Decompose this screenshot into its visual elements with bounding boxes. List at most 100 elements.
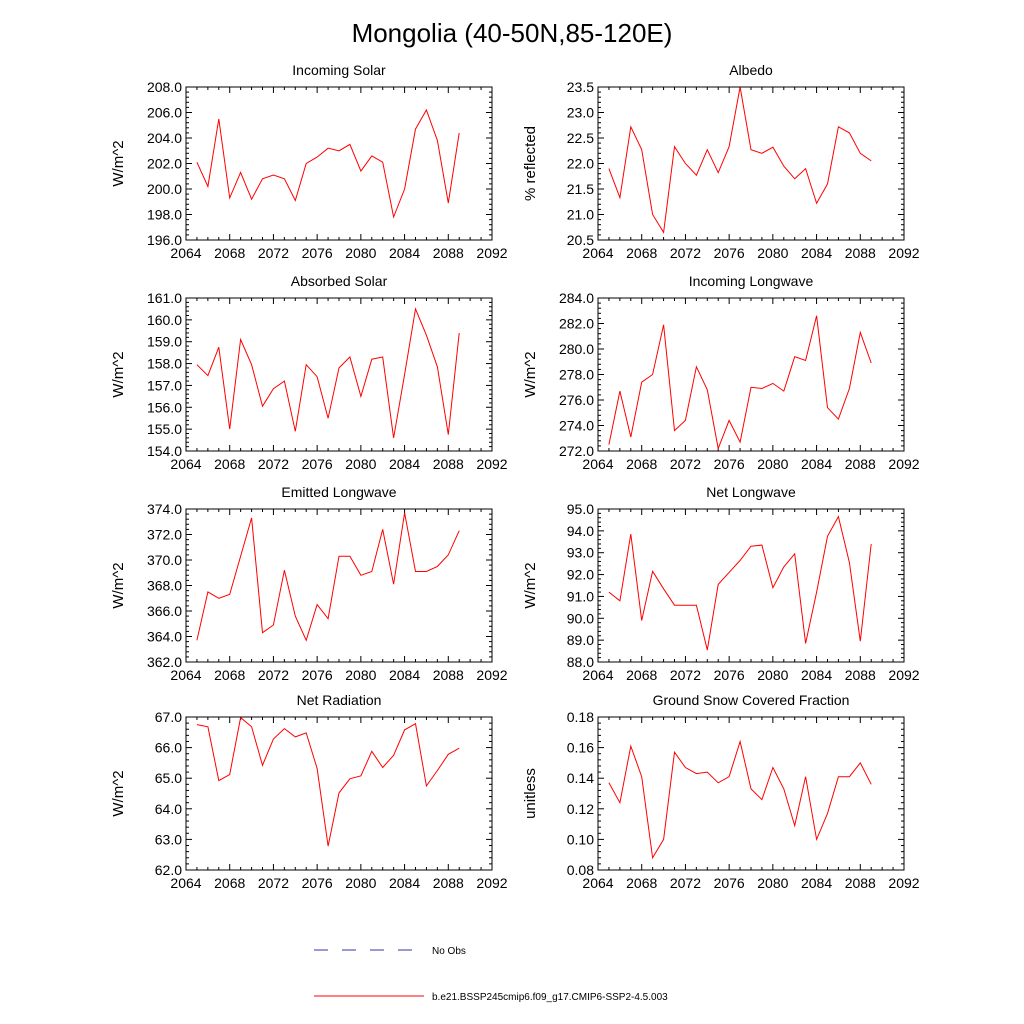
plot-frame — [597, 86, 905, 241]
panel-title: Incoming Longwave — [689, 273, 814, 289]
y-tick-label: 280.0 — [559, 341, 594, 357]
y-tick-label: 272.0 — [559, 443, 594, 459]
panel-title: Albedo — [729, 62, 773, 78]
x-tick-label: 2068 — [214, 667, 245, 683]
y-tick-label: 89.0 — [567, 632, 594, 648]
x-tick-label: 2076 — [714, 667, 745, 683]
x-tick-label: 2088 — [433, 245, 464, 261]
y-axis-label: W/m^2 — [110, 140, 127, 186]
panel-title: Emitted Longwave — [281, 484, 396, 500]
legend: No Obs b.e21.BSSP245cmip6.f09_g17.CMIP6-… — [314, 946, 668, 1003]
y-tick-label: 0.16 — [567, 740, 594, 756]
y-tick-label: 95.0 — [567, 501, 594, 517]
series-line — [608, 86, 872, 234]
x-tick-label: 2064 — [170, 245, 201, 261]
y-tick-label: 20.5 — [567, 232, 594, 248]
y-tick-label: 276.0 — [559, 392, 594, 408]
y-tick-label: 64.0 — [155, 801, 182, 817]
series-line — [608, 315, 872, 451]
y-tick-label: 0.08 — [567, 862, 594, 878]
y-tick-label: 23.5 — [567, 79, 594, 95]
y-tick-label: 362.0 — [147, 654, 182, 670]
legend-model-label: b.e21.BSSP245cmip6.f09_g17.CMIP6-SSP2-4.… — [432, 992, 668, 1003]
chart-panel: Incoming Longwave W/m^2 2064 2068 2072 2076 20… — [522, 273, 920, 472]
x-tick-label: 2092 — [888, 667, 919, 683]
y-tick-label: 364.0 — [147, 629, 182, 645]
x-tick-label: 2092 — [476, 456, 507, 472]
x-tick-label: 2092 — [888, 456, 919, 472]
legend-no-obs-label: No Obs — [432, 946, 466, 957]
y-tick-label: 22.5 — [567, 130, 594, 146]
plot-frame — [185, 716, 493, 871]
x-tick-label: 2064 — [170, 875, 201, 891]
x-tick-label: 2088 — [845, 245, 876, 261]
x-tick-label: 2084 — [389, 667, 420, 683]
y-tick-label: 208.0 — [147, 79, 182, 95]
y-tick-label: 23.0 — [567, 105, 594, 121]
y-tick-label: 368.0 — [147, 578, 182, 594]
x-tick-label: 2076 — [714, 245, 745, 261]
y-tick-label: 67.0 — [155, 709, 182, 725]
y-axis-label: W/m^2 — [522, 351, 539, 397]
x-tick-label: 2092 — [888, 875, 919, 891]
chart-panel: Net Radiation W/m^2 2064 2068 2072 2076 2080 20… — [110, 692, 508, 891]
y-tick-label: 94.0 — [567, 523, 594, 539]
plot-frame — [185, 86, 493, 241]
y-tick-label: 366.0 — [147, 603, 182, 619]
panel-title: Ground Snow Covered Fraction — [653, 692, 850, 708]
y-tick-label: 92.0 — [567, 567, 594, 583]
y-tick-label: 274.0 — [559, 418, 594, 434]
x-tick-label: 2064 — [582, 456, 613, 472]
x-tick-label: 2088 — [433, 875, 464, 891]
x-tick-label: 2076 — [302, 667, 333, 683]
x-tick-label: 2076 — [302, 456, 333, 472]
x-tick-label: 2080 — [757, 875, 788, 891]
x-tick-label: 2064 — [170, 456, 201, 472]
y-tick-label: 0.14 — [567, 770, 594, 786]
x-tick-label: 2072 — [258, 456, 289, 472]
y-tick-label: 62.0 — [155, 862, 182, 878]
x-tick-label: 2092 — [476, 667, 507, 683]
x-tick-label: 2088 — [845, 875, 876, 891]
y-tick-label: 204.0 — [147, 130, 182, 146]
panel-title: Net Longwave — [706, 484, 796, 500]
y-tick-label: 22.0 — [567, 156, 594, 172]
y-tick-label: 0.10 — [567, 831, 594, 847]
chart-panel: Absorbed Solar W/m^2 2064 2068 2072 2076 2080 2… — [110, 273, 508, 472]
x-tick-label: 2084 — [389, 456, 420, 472]
x-tick-label: 2076 — [714, 875, 745, 891]
x-tick-label: 2068 — [626, 667, 657, 683]
y-axis-label: % reflected — [522, 126, 539, 201]
y-tick-label: 370.0 — [147, 552, 182, 568]
y-tick-label: 196.0 — [147, 232, 182, 248]
x-tick-label: 2084 — [801, 875, 832, 891]
x-tick-label: 2076 — [302, 245, 333, 261]
chart-panel: Albedo % reflected 2064 2068 2072 2076 2080 208… — [522, 62, 920, 261]
x-tick-label: 2072 — [258, 667, 289, 683]
y-tick-label: 160.0 — [147, 312, 182, 328]
x-tick-label: 2068 — [626, 875, 657, 891]
y-tick-label: 0.12 — [567, 801, 594, 817]
y-axis-label: W/m^2 — [110, 562, 127, 608]
x-tick-label: 2076 — [302, 875, 333, 891]
x-tick-label: 2072 — [670, 667, 701, 683]
y-tick-label: 21.0 — [567, 207, 594, 223]
y-tick-label: 278.0 — [559, 367, 594, 383]
x-tick-label: 2092 — [888, 245, 919, 261]
y-tick-label: 206.0 — [147, 105, 182, 121]
panel-title: Absorbed Solar — [291, 273, 388, 289]
series-line — [196, 108, 460, 219]
x-tick-label: 2080 — [757, 667, 788, 683]
x-tick-label: 2068 — [626, 456, 657, 472]
x-tick-label: 2080 — [757, 456, 788, 472]
x-tick-label: 2072 — [258, 245, 289, 261]
x-tick-label: 2084 — [389, 245, 420, 261]
plot-frame — [597, 508, 905, 663]
x-tick-label: 2084 — [801, 667, 832, 683]
x-tick-label: 2064 — [170, 667, 201, 683]
chart-panel: Emitted Longwave W/m^2 2064 2068 2072 2076 208… — [110, 484, 508, 683]
x-tick-label: 2092 — [476, 245, 507, 261]
y-tick-label: 21.5 — [567, 181, 594, 197]
x-tick-label: 2080 — [345, 245, 376, 261]
x-tick-label: 2080 — [757, 245, 788, 261]
